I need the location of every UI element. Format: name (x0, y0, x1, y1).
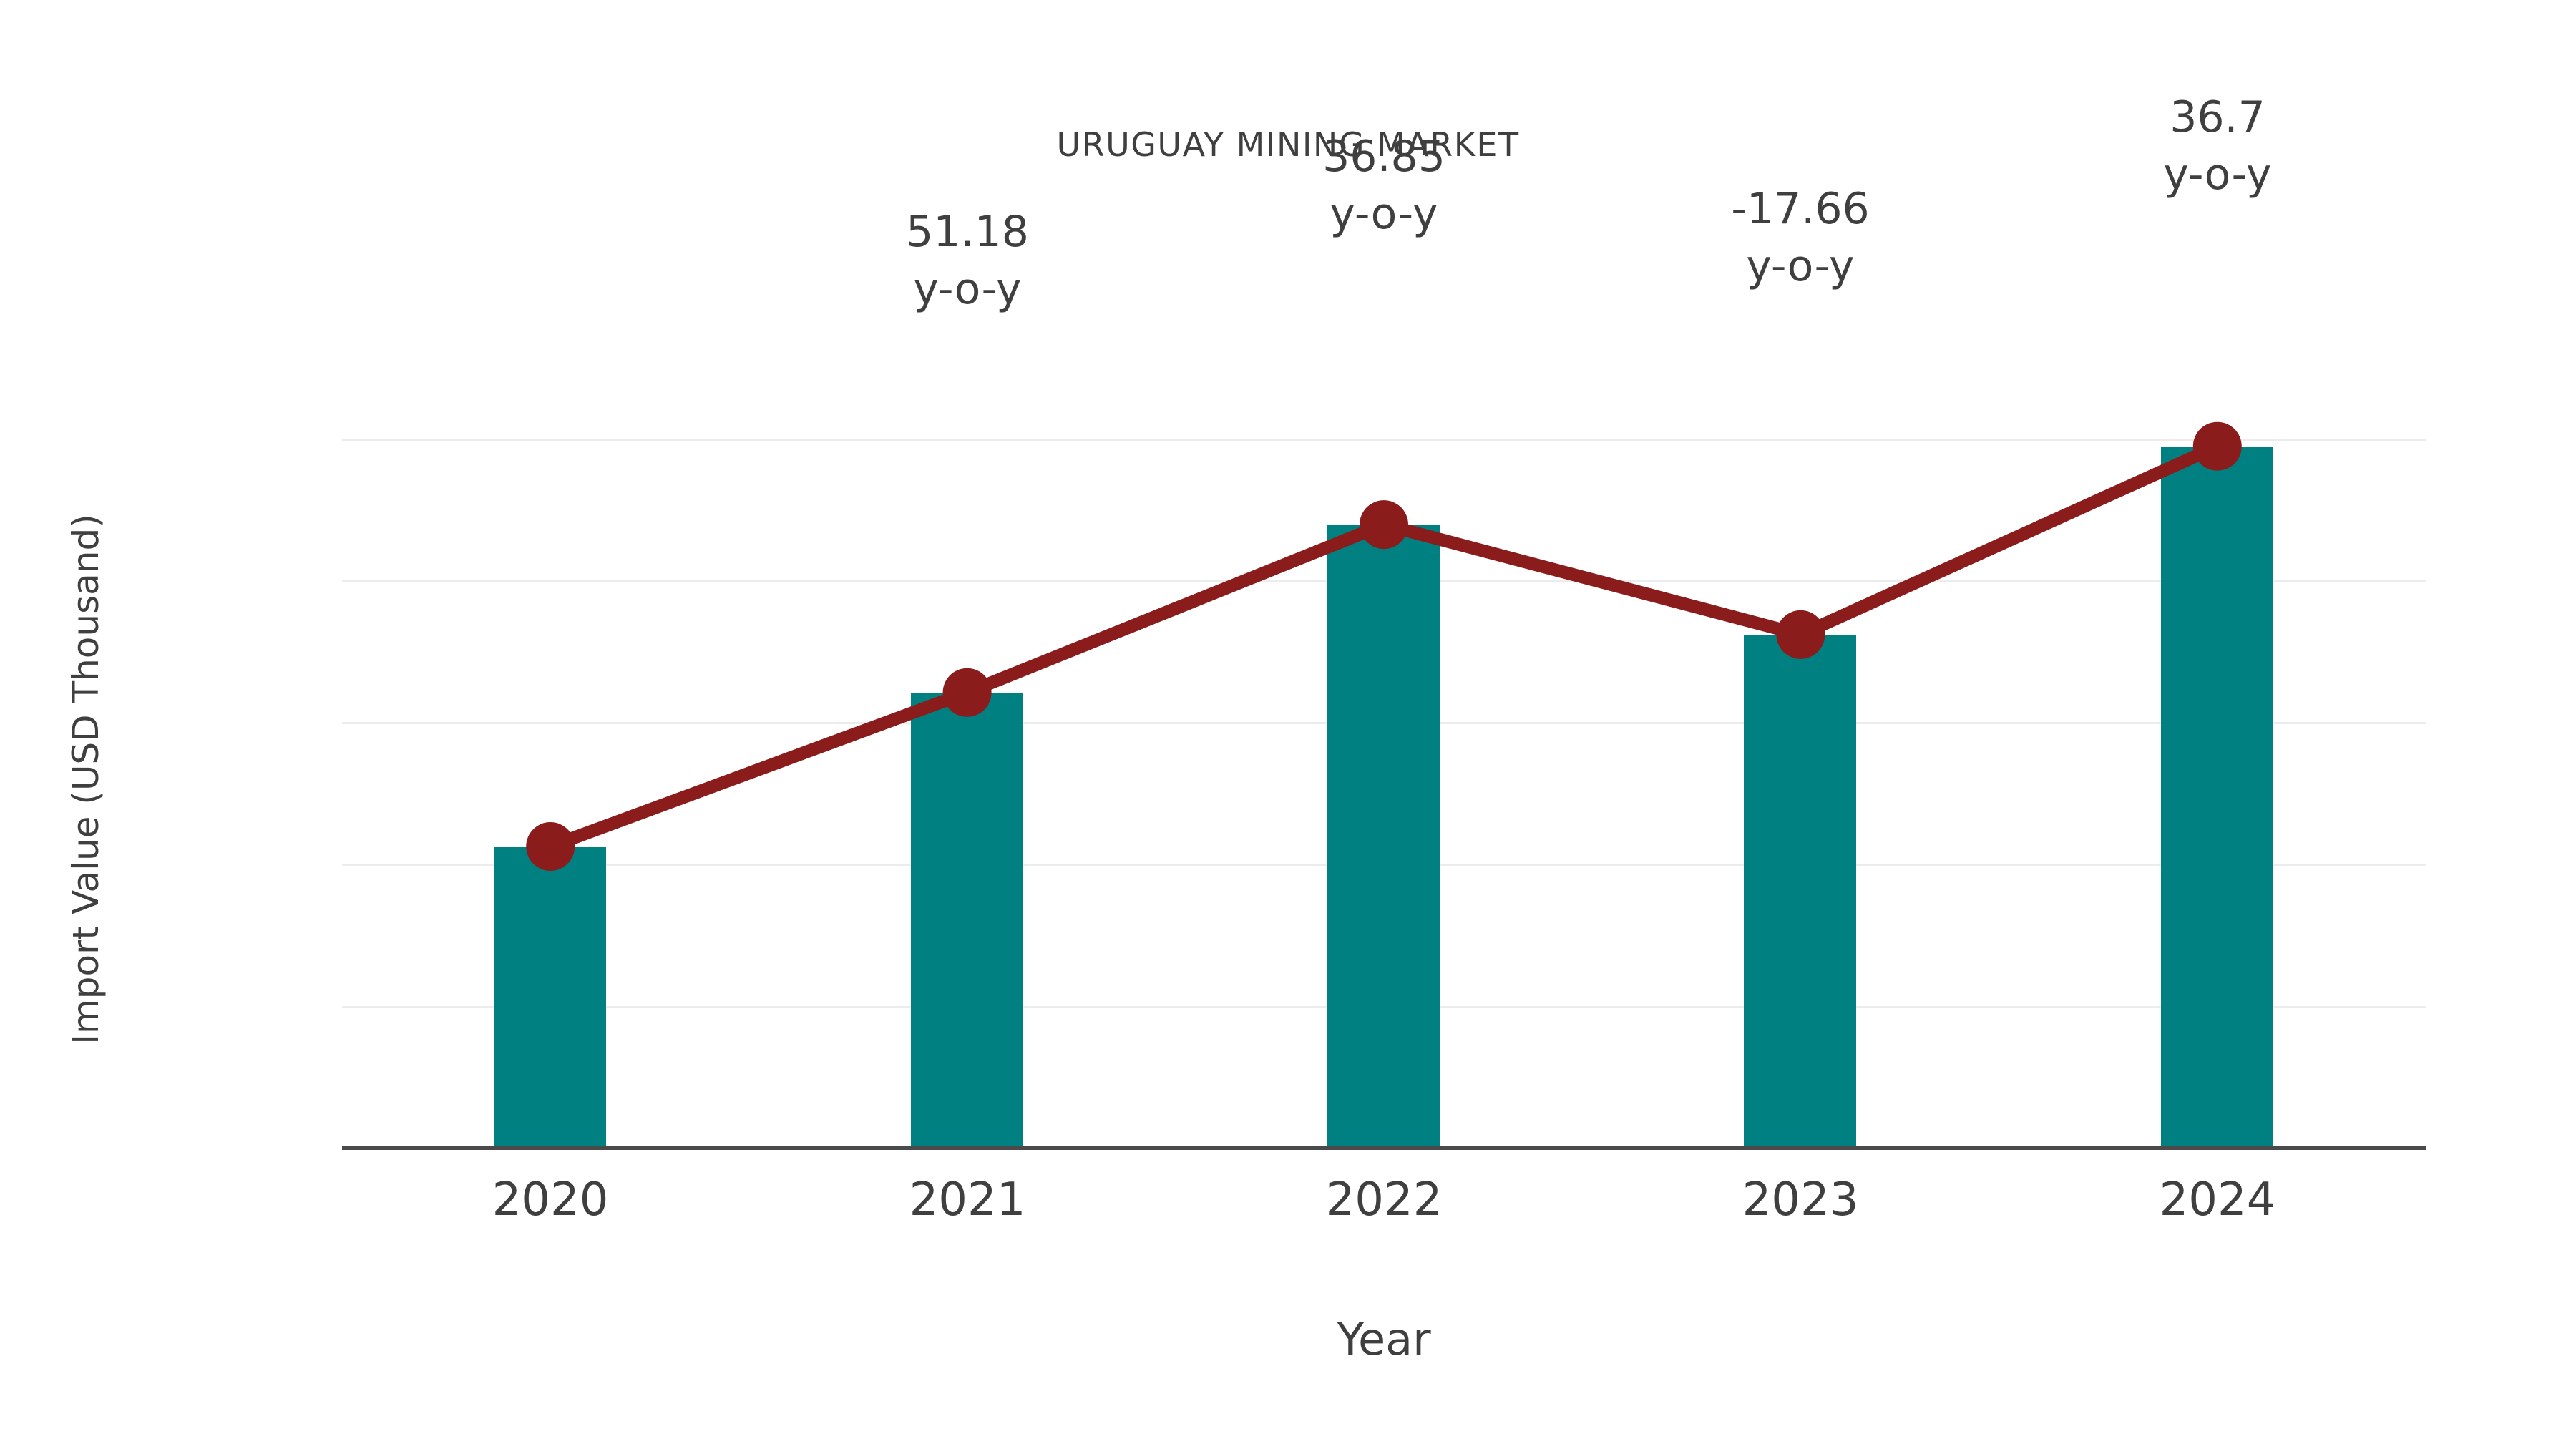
xtick-label-2020: 2020 (492, 1174, 609, 1226)
annotation-2024-value: 36.7 (2170, 92, 2265, 142)
x-axis-title: Year (1337, 1313, 1431, 1365)
annotation-2021-value: 51.18 (906, 207, 1029, 257)
annotation-2023-unit: y-o-y (1746, 241, 1855, 291)
xtick-label-2023: 2023 (1742, 1174, 1859, 1226)
bar-2024[interactable] (2161, 447, 2273, 1148)
annotation-2021-unit: y-o-y (913, 264, 1022, 314)
annotation-2024-unit: y-o-y (2163, 150, 2272, 200)
xtick-label-2022: 2022 (1325, 1174, 1443, 1226)
annotation-2023-value: -17.66 (1731, 184, 1870, 234)
y-axis-title: Import Value (USD Thousand) (65, 514, 107, 1045)
xtick-label-2024: 2024 (2159, 1174, 2276, 1226)
xtick-label-2021: 2021 (909, 1174, 1026, 1226)
bar-2021[interactable] (911, 693, 1023, 1148)
annotation-2022-unit: y-o-y (1330, 189, 1438, 239)
bar-2020[interactable] (494, 847, 606, 1148)
annotation-2022-value: 36.85 (1322, 132, 1445, 182)
plot-area (342, 439, 2426, 1148)
bar-2022[interactable] (1327, 525, 1440, 1148)
chart-title: URUGUAY MINING MARKET (1056, 125, 1520, 164)
bar-2023[interactable] (1744, 635, 1856, 1148)
gridline-2500 (342, 439, 2426, 441)
x-axis-line (342, 1146, 2426, 1150)
